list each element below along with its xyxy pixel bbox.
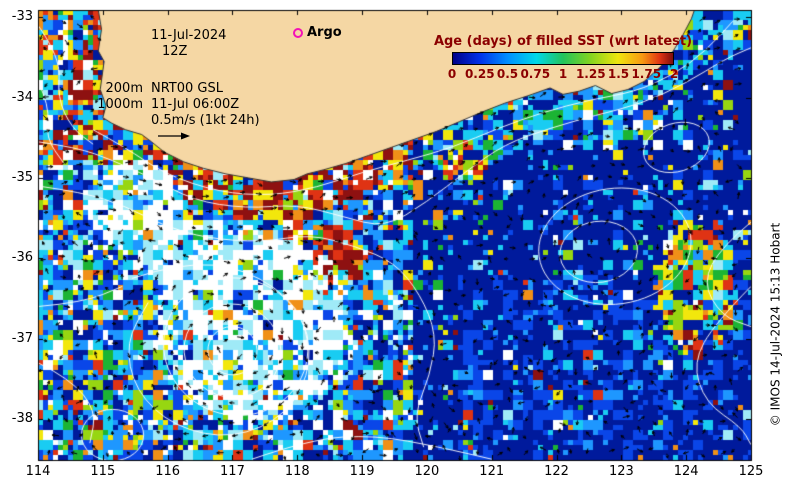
colorbar-tick-label: 0.25 — [464, 67, 495, 81]
x-axis-tick-label: 120 — [414, 464, 440, 479]
colorbar-tick-label: 0.5 — [496, 67, 519, 81]
x-axis-tick-label: 118 — [284, 464, 310, 479]
x-axis-tick-label: 124 — [673, 464, 699, 479]
x-axis-tick-label: 122 — [544, 464, 569, 479]
colorbar-tick-label: 0.75 — [520, 67, 551, 81]
x-axis-tick-label: 125 — [738, 464, 764, 479]
x-axis-tick-label: 119 — [349, 464, 375, 479]
y-axis-tick-label: -37 — [11, 330, 33, 346]
argo-marker-icon — [293, 28, 303, 38]
colorbar-gradient — [452, 52, 674, 65]
analysis-time-label: 12Z — [162, 44, 188, 59]
argo-legend-label: Argo — [307, 25, 342, 40]
y-axis-tick-label: -33 — [11, 9, 33, 25]
colorbar-tick-label: 1.25 — [575, 67, 606, 81]
colorbar-tick-label: 1.5 — [607, 67, 630, 81]
colorbar-tick-label: 1.75 — [631, 67, 662, 81]
colorbar-tick-label: 0 — [447, 67, 457, 81]
copyright-label: © IMOS 14-Jul-2024 15:13 Hobart — [768, 222, 783, 427]
colorbar-tick-label: 1 — [558, 67, 568, 81]
isobath-200m-label: 200m — [105, 81, 143, 96]
x-axis-tick-label: 115 — [90, 464, 116, 479]
colorbar-title: Age (days) of filled SST (wrt latest) — [433, 34, 693, 49]
colorbar-tick-label: 2 — [669, 67, 679, 81]
analysis-date-label: 11-Jul-2024 — [151, 28, 227, 43]
y-axis-tick-label: -34 — [11, 89, 33, 105]
x-axis-tick-label: 121 — [479, 464, 505, 479]
x-axis-tick-label: 116 — [155, 464, 181, 479]
isobath-1000m-label: 1000m — [97, 97, 143, 112]
run-datetime-label: 11-Jul 06:00Z — [151, 97, 240, 112]
y-axis-tick-label: -35 — [11, 169, 33, 185]
y-axis-tick-label: -36 — [11, 250, 33, 266]
x-axis-tick-label: 114 — [25, 464, 51, 479]
velocity-scale-arrow-icon — [158, 132, 190, 140]
velocity-scale-label: 0.5m/s (1kt 24h) — [151, 113, 260, 128]
model-run-label: NRT00 GSL — [151, 81, 223, 96]
x-axis-tick-label: 117 — [220, 464, 245, 479]
x-axis-tick-label: 123 — [608, 464, 634, 479]
y-axis-tick-label: -38 — [11, 411, 33, 427]
